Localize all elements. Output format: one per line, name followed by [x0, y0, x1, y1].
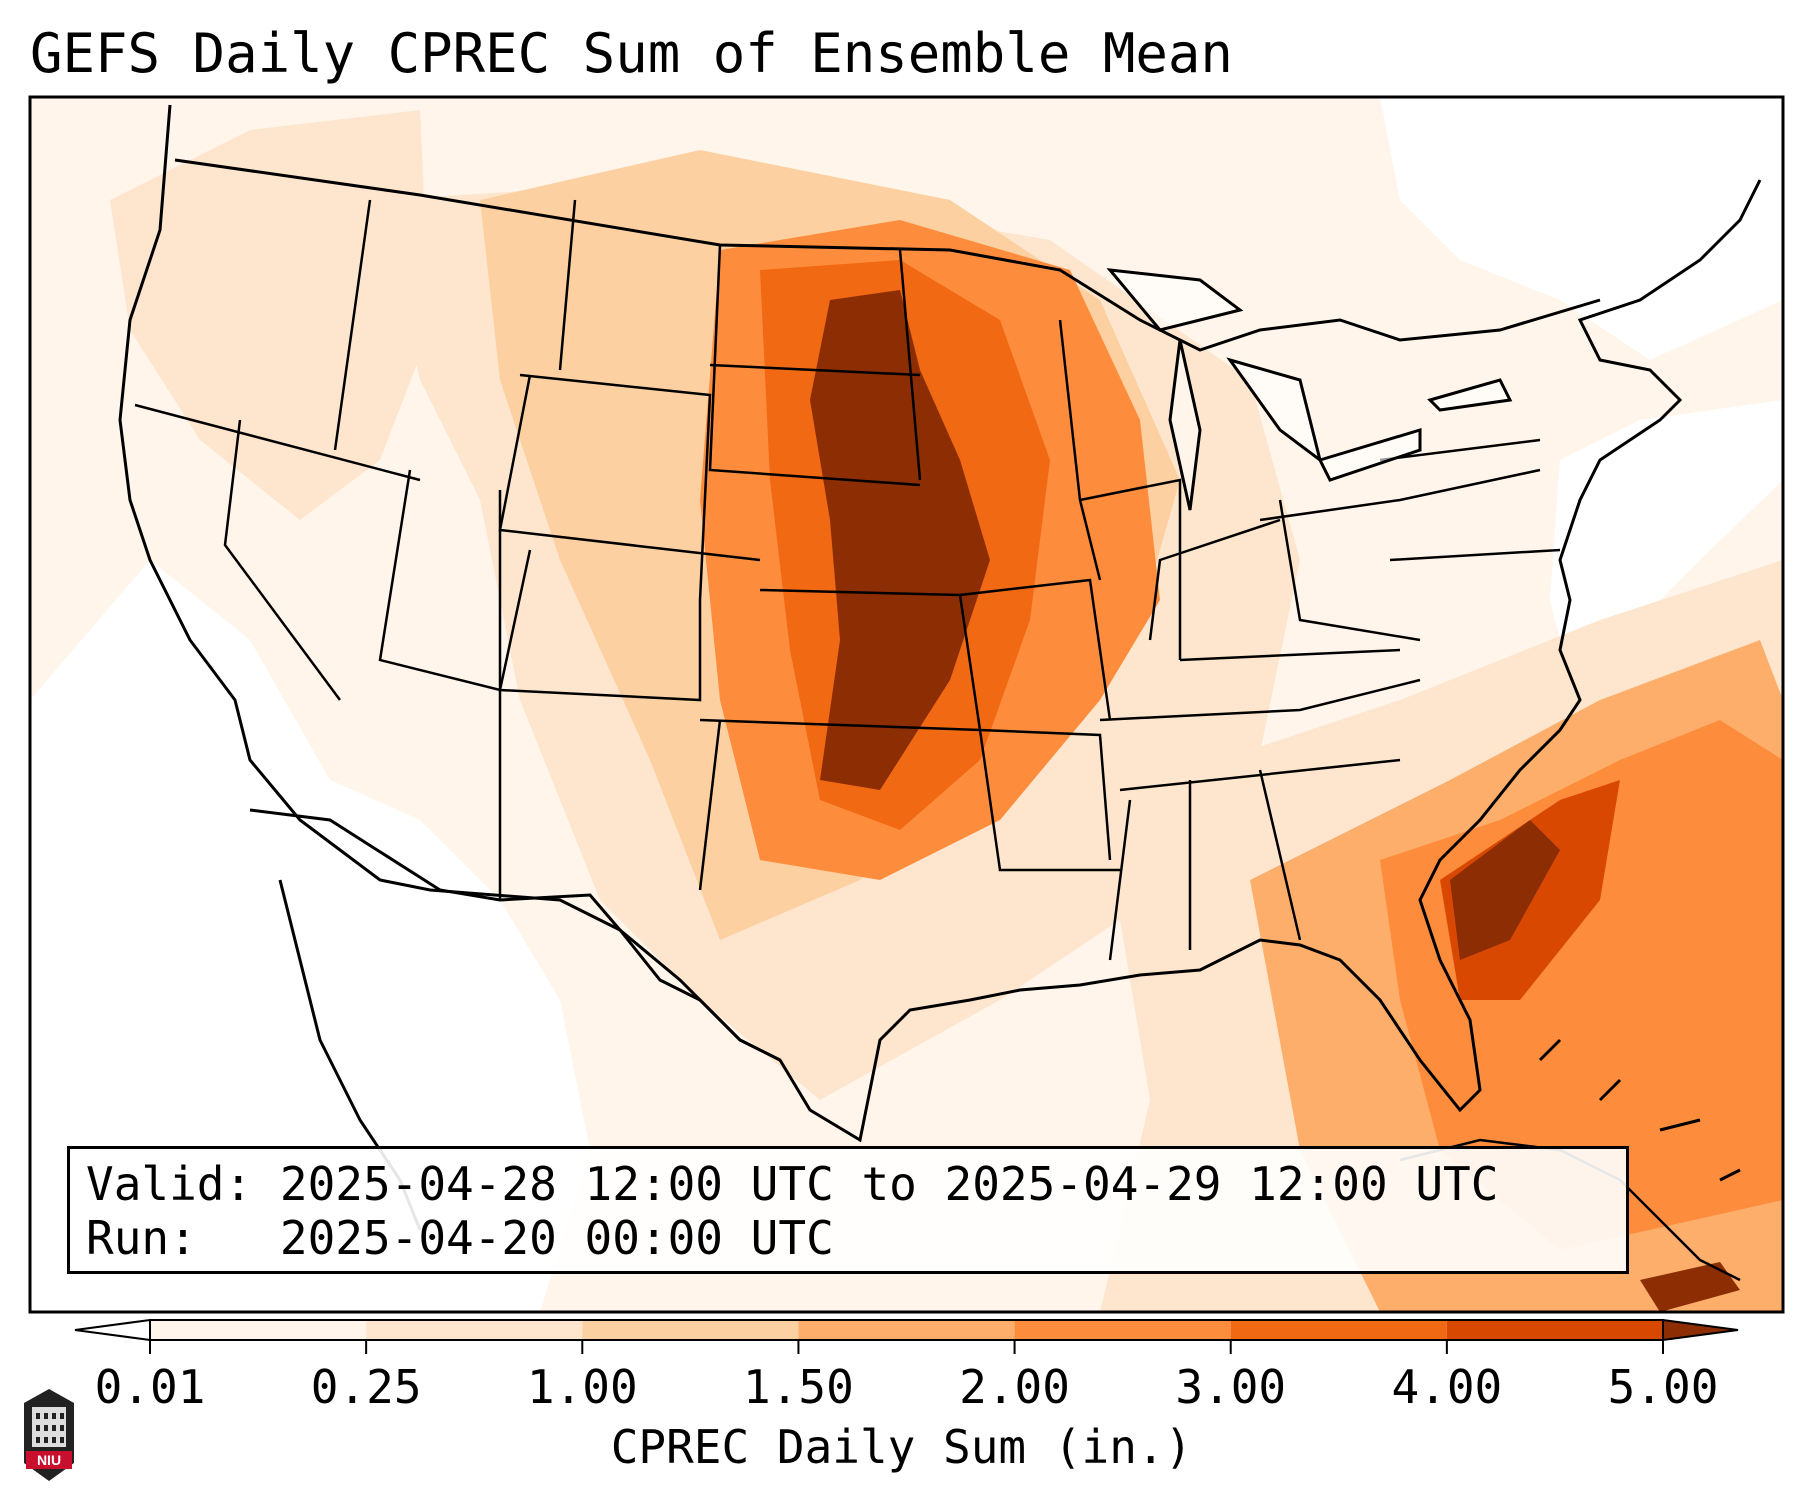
colorbar-segment — [1014, 1320, 1231, 1340]
colorbar-over-arrow — [1662, 1318, 1739, 1342]
colorbar-segment — [1230, 1320, 1447, 1340]
precip-max-plains — [810, 290, 990, 790]
bahamas — [1538, 1038, 1741, 1182]
precip-orange-southeast — [1380, 720, 1783, 1250]
valid-run-box: Valid: 2025-04-28 12:00 UTC to 2025-04-2… — [67, 1146, 1629, 1274]
run-label: Run: — [86, 1211, 197, 1265]
run-text: 2025-04-20 00:00 UTC — [279, 1211, 834, 1265]
dry-area-southwest — [30, 560, 590, 1312]
colorbar-segment — [582, 1320, 799, 1340]
colorbar — [74, 1318, 1739, 1354]
valid-label: Valid: — [86, 1157, 253, 1211]
colorbar-tick-label: 1.50 — [743, 1360, 854, 1414]
colorbar-tick-label: 0.25 — [310, 1360, 422, 1414]
us-coastline — [118, 104, 1762, 1143]
colorbar-segment — [1446, 1320, 1663, 1340]
precip-light-west — [110, 110, 430, 520]
colorbar-under-arrow — [74, 1318, 151, 1342]
precip-max-southeast — [1450, 820, 1560, 960]
map-frame — [28, 95, 1785, 1314]
colorbar-tick-label: 3.00 — [1175, 1360, 1287, 1414]
niu-logo: NIU — [24, 1389, 74, 1481]
colorbar-border — [149, 1319, 1664, 1341]
run-row: Run: 2025-04-20 00:00 UTC — [86, 1211, 1610, 1265]
state-lines — [134, 199, 1561, 961]
colorbar-tick-label: 5.00 — [1607, 1360, 1719, 1414]
mexico-border — [249, 808, 781, 1062]
canada-border — [174, 158, 1601, 352]
dry-area-northeast — [1380, 97, 1783, 360]
colorbar-unit-label: CPREC Daily Sum (in.) — [610, 1420, 1193, 1474]
dry-area-atlantic — [1550, 400, 1783, 680]
precip-max-cuba — [1640, 1262, 1740, 1312]
logo-text: NIU — [37, 1452, 61, 1468]
colorbar-tick-label: 1.00 — [526, 1360, 638, 1414]
great-lakes — [1106, 268, 1513, 511]
map-title: GEFS Daily CPREC Sum of Ensemble Mean — [30, 22, 1233, 85]
colorbar-tick-label: 2.00 — [959, 1360, 1070, 1414]
colorbar-segment — [150, 1320, 367, 1340]
colorbar-tick-label: 4.00 — [1391, 1360, 1503, 1414]
colorbar-segment — [798, 1320, 1015, 1340]
valid-row: Valid: 2025-04-28 12:00 UTC to 2025-04-2… — [86, 1157, 1610, 1211]
valid-text: 2025-04-28 12:00 UTC to 2025-04-29 12:00… — [279, 1157, 1499, 1211]
colorbar-tick-label: 0.01 — [94, 1360, 206, 1414]
colorbar-segment — [366, 1320, 583, 1340]
